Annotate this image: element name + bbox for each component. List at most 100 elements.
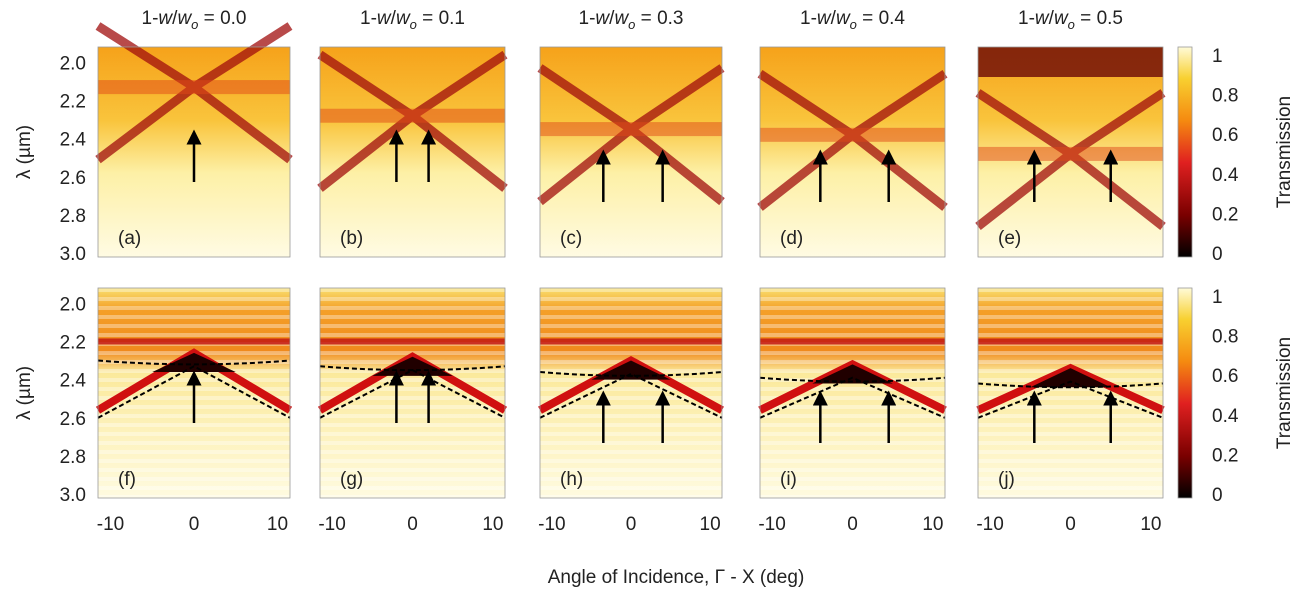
panel-frame	[759, 287, 946, 499]
title-var: w	[377, 8, 392, 29]
band-h	[98, 80, 290, 95]
column-title: 1-w/wo = 0.0	[142, 8, 247, 32]
panel-frame	[759, 46, 946, 258]
y-tick-label: 2.2	[60, 332, 86, 353]
title-value: 0.3	[657, 8, 683, 29]
heatmap	[540, 47, 722, 257]
dark-core	[1030, 368, 1111, 388]
x-tick-label: 10	[700, 514, 721, 535]
title-value: 0.1	[439, 8, 465, 29]
x-tick-label: -10	[758, 514, 785, 535]
title-eq: =	[1075, 8, 1097, 29]
y-tick-label: 2.0	[60, 53, 86, 74]
heatmap	[320, 47, 505, 257]
dashed-curve	[759, 376, 946, 383]
panel-label: (c)	[560, 228, 582, 249]
title-lead: 1-	[800, 8, 817, 29]
dark-core	[152, 352, 236, 372]
title-value: 0.5	[1097, 8, 1123, 29]
colorbar-tick-label: 1	[1212, 287, 1223, 308]
panel-label: (b)	[340, 228, 363, 249]
x-tick-label: -10	[976, 514, 1003, 535]
y-tick-label: 2.6	[60, 409, 86, 430]
band-h	[978, 338, 1163, 345]
band-h	[760, 127, 945, 142]
x-tick-label: 0	[189, 514, 200, 535]
title-var: w	[817, 8, 832, 29]
title-var: w	[1035, 8, 1050, 29]
x-tick-label: 0	[407, 514, 418, 535]
x-tick-label: -10	[97, 514, 124, 535]
title-sub: o	[850, 17, 857, 32]
title-eq: =	[417, 8, 439, 29]
title-var: w	[595, 8, 610, 29]
dashed-curve	[539, 371, 723, 377]
panel-label: (g)	[340, 469, 363, 490]
title-sub: o	[191, 17, 198, 32]
dashed-curve	[539, 372, 723, 419]
panel-frame	[539, 287, 723, 499]
title-slash: /	[609, 8, 615, 29]
y-tick-label: 2.4	[60, 371, 87, 392]
band-h	[320, 108, 505, 123]
panel-frame	[97, 287, 291, 499]
band-h	[978, 146, 1163, 161]
column-title: 1-w/wo = 0.4	[800, 8, 905, 32]
dashed-curve	[97, 359, 291, 366]
band-h	[760, 338, 945, 345]
panel-label: (d)	[780, 228, 803, 249]
colorbar-tick-label: 0.6	[1212, 125, 1238, 146]
column-title: 1-w/wo = 0.1	[360, 8, 465, 32]
panel-frame	[977, 287, 1164, 499]
column-title: 1-w/wo = 0.5	[1018, 8, 1123, 32]
colorbar-tick-label: 0.4	[1212, 165, 1239, 186]
colorbar-tick-label: 0	[1212, 244, 1223, 265]
colorbar-label: Transmission	[1274, 337, 1295, 449]
title-var: w	[614, 8, 629, 29]
title-eq: =	[635, 8, 657, 29]
colorbar-tick-label: 0.8	[1212, 327, 1238, 348]
title-sub: o	[628, 17, 635, 32]
title-slash: /	[1049, 8, 1055, 29]
x-axis-label: Angle of Incidence, Γ - X (deg)	[548, 567, 805, 588]
y-tick-label: 2.8	[60, 447, 86, 468]
y-axis-label: λ (µm)	[14, 366, 35, 420]
x-tick-label: 0	[847, 514, 858, 535]
colorbar-tick-label: 1	[1212, 46, 1223, 67]
title-lead: 1-	[579, 8, 596, 29]
title-value: 0.4	[879, 8, 906, 29]
title-sub: o	[410, 17, 417, 32]
band-h	[540, 338, 722, 345]
panel-label: (i)	[780, 469, 797, 490]
panel-frame	[319, 287, 506, 499]
panel-label: (j)	[998, 469, 1015, 490]
title-lead: 1-	[142, 8, 159, 29]
panel-frame	[539, 46, 723, 258]
colorbar-tick-label: 0.2	[1212, 204, 1238, 225]
title-lead: 1-	[1018, 8, 1035, 29]
y-tick-label: 2.6	[60, 168, 86, 189]
panel-frame	[977, 46, 1164, 258]
colorbar-tick-label: 0.2	[1212, 445, 1238, 466]
fringes	[978, 288, 1163, 498]
title-lead: 1-	[360, 8, 377, 29]
title-eq: =	[857, 8, 879, 29]
dark-band	[978, 47, 1163, 77]
title-eq: =	[198, 8, 220, 29]
colorbar-tick-label: 0	[1212, 485, 1223, 506]
colorbar-tick-label: 0.8	[1212, 86, 1238, 107]
band-v	[95, 348, 293, 414]
y-axis-label: λ (µm)	[14, 125, 35, 179]
y-tick-label: 2.2	[60, 91, 86, 112]
x-tick-label: -10	[318, 514, 345, 535]
panel-label: (a)	[118, 228, 141, 249]
colorbar	[1177, 46, 1193, 258]
panel-label: (h)	[560, 469, 583, 490]
dashed-curve	[977, 380, 1164, 419]
dashed-curve	[977, 382, 1164, 389]
panel-label: (e)	[998, 228, 1021, 249]
x-tick-label: 10	[267, 514, 288, 535]
y-tick-label: 2.0	[60, 294, 86, 315]
title-sub: o	[1068, 17, 1075, 32]
